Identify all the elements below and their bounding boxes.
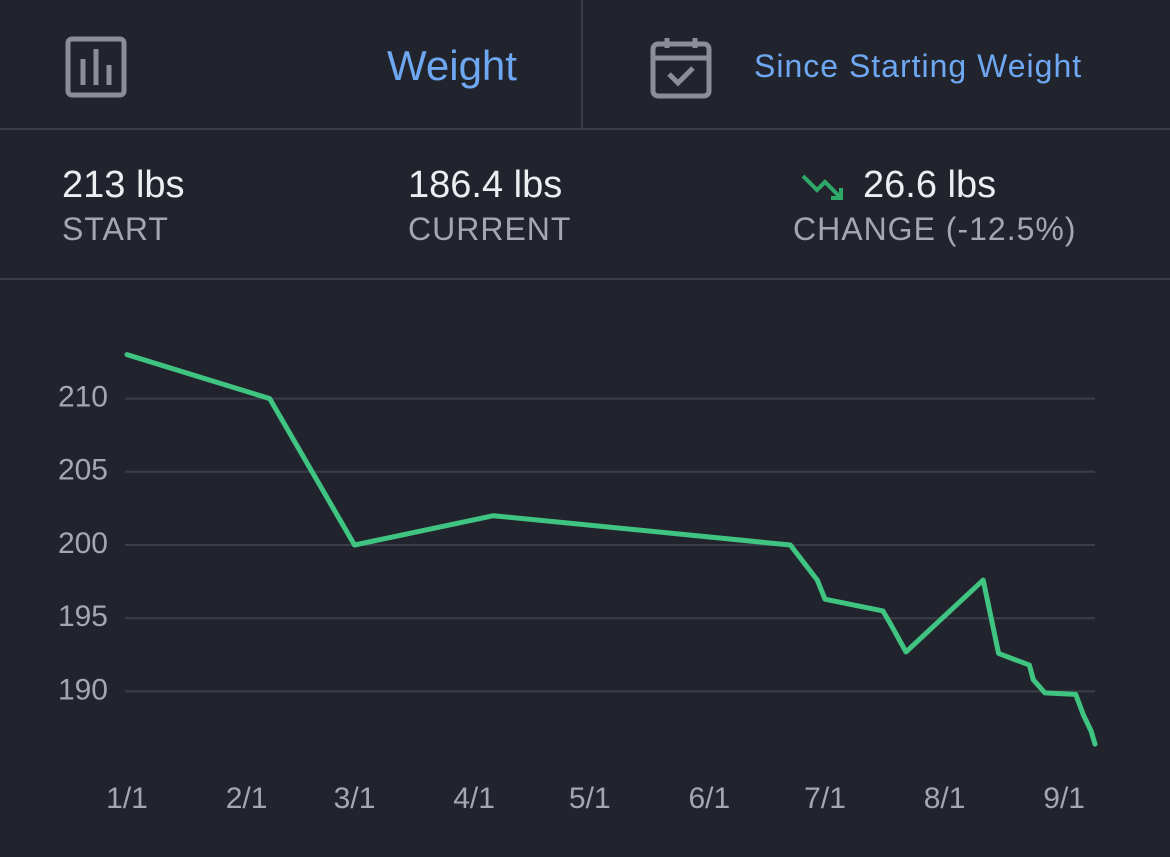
stats-row: 213 lbs START 186.4 lbs CURRENT 26.6 lbs… xyxy=(0,130,1170,280)
x-tick-label: 3/1 xyxy=(334,782,376,815)
chart: 190 195 200 205 210 1/1 2/1 3/1 4/1 5/1 6/1 7/1 8/1 9… xyxy=(58,352,1098,815)
stat-value: 186.4 lbs xyxy=(408,164,563,206)
stat-start: 213 lbs START xyxy=(62,164,185,248)
y-tick-label: 190 xyxy=(58,673,108,706)
range-title: Since Starting Weight xyxy=(754,48,1083,84)
calendar-icon xyxy=(650,38,712,99)
range-selector[interactable]: Since Starting Weight xyxy=(583,0,1170,130)
y-tick-label: 205 xyxy=(58,454,108,487)
stat-value: 26.6 lbs xyxy=(863,164,997,206)
chart-icon xyxy=(65,36,127,98)
x-tick-label: 8/1 xyxy=(924,782,966,815)
stat-label: CURRENT xyxy=(408,211,572,247)
trend-down-icon xyxy=(801,174,843,200)
stat-value-wrap: 26.6 lbs xyxy=(793,164,1077,207)
x-tick-label: 2/1 xyxy=(226,782,268,815)
metric-selector[interactable]: Weight xyxy=(0,0,583,130)
x-tick-label: 1/1 xyxy=(106,782,148,815)
weight-line xyxy=(124,352,1098,747)
stat-current: 186.4 lbs CURRENT xyxy=(408,164,571,248)
y-tick-label: 200 xyxy=(58,527,108,560)
metric-title: Weight xyxy=(387,42,517,89)
x-tick-label: 6/1 xyxy=(688,782,730,815)
y-tick-label: 195 xyxy=(58,600,108,633)
stat-label: CHANGE (-12.5%) xyxy=(793,211,1077,247)
stat-change: 26.6 lbs CHANGE (-12.5%) xyxy=(793,164,1077,248)
x-tick-label: 5/1 xyxy=(569,782,611,815)
x-tick-label: 7/1 xyxy=(804,782,846,815)
x-tick-label: 4/1 xyxy=(453,782,495,815)
y-tick-label: 210 xyxy=(58,380,108,413)
x-tick-label: 9/1 xyxy=(1043,782,1085,815)
stat-value: 213 lbs xyxy=(62,164,185,206)
stat-label: START xyxy=(62,211,169,247)
